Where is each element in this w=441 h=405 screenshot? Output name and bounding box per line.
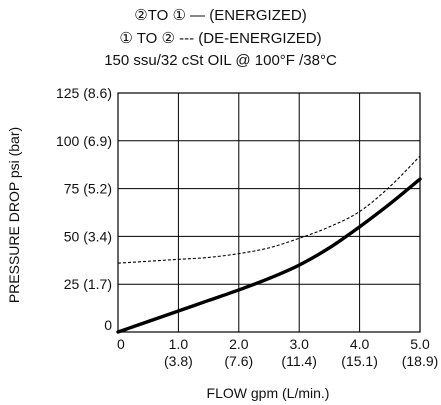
x-tick-label: 4.0: [350, 336, 370, 352]
y-tick-label: 0: [104, 317, 112, 333]
de-energized-curve: [117, 155, 421, 264]
x-axis-label: FLOW gpm (L/min.): [207, 385, 330, 401]
y-tick-label: 50 (3.4): [64, 228, 112, 244]
x-tick-label: 5.0: [410, 336, 430, 352]
x-tick-label: 0: [117, 336, 125, 352]
axes: 0 1.0(3.8) 2.0(7.6) 3.0(11.4) 4.0(15.1) 5.0(1…: [56, 85, 438, 369]
y-tick-label: 125 (8.6): [56, 85, 112, 101]
x-tick-sublabel: (7.6): [224, 353, 253, 369]
energized-curve: [116, 177, 422, 334]
y-axis-label: PRESSURE DROP psi (bar): [6, 127, 22, 303]
x-tick-sublabel: (15.1): [341, 353, 378, 369]
chart-title-line-1: ②TO ① — (ENERGIZED): [134, 7, 307, 24]
series-layer: [116, 155, 422, 334]
y-tick-label: 100 (6.9): [56, 133, 112, 149]
x-tick-label: 2.0: [229, 336, 249, 352]
y-tick-label: 75 (5.2): [64, 181, 112, 197]
grid: [118, 93, 420, 332]
chart-title-line-3: 150 ssu/32 cSt OIL @ 100°F /38°C: [104, 52, 337, 69]
plot-frame: [117, 92, 421, 333]
y-tick-label: 25 (1.7): [64, 276, 112, 292]
x-tick-label: 1.0: [169, 336, 189, 352]
chart-title-line-2: ① TO ② --- (DE-ENERGIZED): [119, 30, 322, 47]
x-tick-label: 3.0: [289, 336, 309, 352]
x-tick-sublabel: (18.9): [402, 353, 439, 369]
x-tick-sublabel: (11.4): [281, 353, 317, 369]
x-tick-sublabel: (3.8): [164, 353, 193, 369]
